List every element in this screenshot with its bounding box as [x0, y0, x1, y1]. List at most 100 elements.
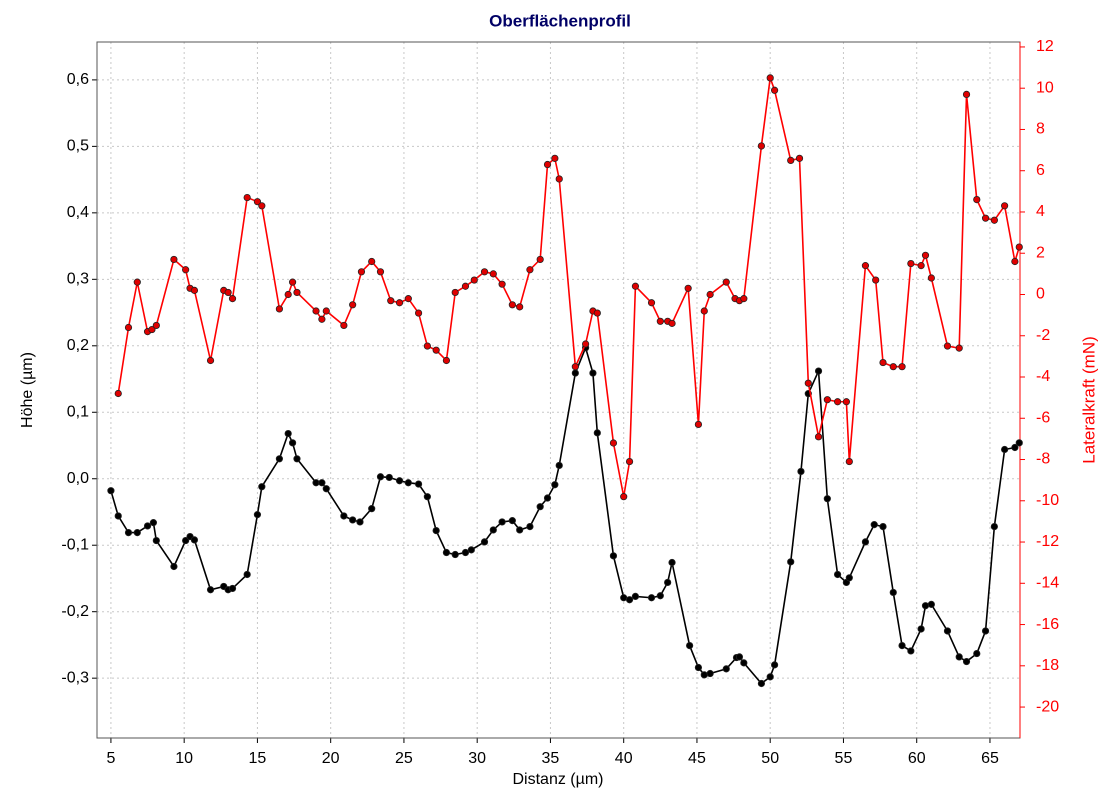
data-point	[917, 262, 925, 270]
data-point	[823, 495, 831, 503]
y-tick-label: 0,3	[67, 271, 89, 288]
data-point	[962, 90, 971, 98]
y2-tick-label: -4	[1036, 368, 1050, 385]
data-point	[804, 379, 812, 387]
data-point	[795, 154, 804, 162]
data-point	[114, 389, 122, 398]
data-point	[489, 526, 497, 534]
data-point	[275, 305, 284, 313]
data-point	[543, 160, 552, 169]
y-tick-label: -0,2	[61, 603, 89, 620]
data-point	[228, 584, 237, 593]
x-tick-label: 65	[981, 750, 999, 767]
x-tick-label: 50	[761, 750, 779, 767]
data-point	[312, 479, 320, 487]
y2-tick-label: 0	[1036, 286, 1045, 303]
data-point	[620, 594, 628, 602]
y-tick-label: 0,1	[67, 403, 89, 420]
data-point	[451, 550, 459, 559]
data-point	[845, 574, 853, 582]
data-point	[258, 483, 266, 491]
data-point	[927, 274, 935, 282]
y-tick-label: -0,1	[61, 536, 89, 553]
data-point	[124, 323, 133, 332]
data-point	[114, 512, 122, 520]
data-point	[927, 600, 935, 608]
data-point	[387, 297, 395, 305]
data-point	[480, 268, 489, 276]
data-point	[442, 356, 451, 365]
data-point	[318, 315, 326, 323]
data-point	[107, 487, 115, 495]
data-point	[467, 546, 475, 554]
y-tick-label: -0,3	[61, 669, 89, 686]
data-point	[955, 344, 963, 352]
x-tick-label: 55	[835, 750, 853, 767]
data-point	[340, 512, 348, 520]
data-point	[182, 266, 190, 274]
data-point	[593, 309, 601, 317]
data-point	[432, 526, 440, 535]
series-line	[117, 77, 1021, 497]
data-point	[620, 493, 628, 501]
data-point	[152, 536, 160, 545]
data-point	[833, 398, 842, 406]
data-point	[889, 363, 897, 371]
data-point	[879, 523, 887, 531]
data-point	[451, 288, 459, 297]
y2-tick-label: -14	[1036, 575, 1059, 592]
data-point	[293, 455, 301, 463]
data-point	[224, 288, 232, 297]
data-point	[170, 562, 178, 571]
data-point	[414, 309, 423, 317]
data-point	[536, 503, 544, 511]
data-point	[861, 538, 870, 546]
data-point	[973, 196, 981, 204]
data-point	[943, 627, 952, 635]
data-point	[551, 481, 559, 489]
data-point	[228, 295, 237, 303]
y2-tick-label: 10	[1036, 79, 1054, 96]
data-point	[356, 518, 364, 526]
data-point	[981, 214, 990, 222]
data-point	[631, 592, 640, 601]
y2-tick-label: 12	[1036, 38, 1054, 55]
y2-tick-label: -2	[1036, 327, 1050, 344]
data-point	[879, 358, 887, 367]
data-point	[480, 538, 489, 546]
x-tick-label: 20	[322, 750, 340, 767]
data-point	[647, 594, 656, 602]
data-point	[489, 270, 497, 278]
x-tick-label: 30	[468, 750, 486, 767]
y-axis-label: Höhe (µm)	[19, 352, 36, 428]
data-point	[368, 257, 376, 266]
data-point	[340, 321, 348, 330]
data-point	[133, 278, 141, 286]
data-point	[694, 663, 703, 672]
data-point	[170, 255, 178, 264]
data-point	[1001, 445, 1009, 454]
y2-tick-label: 2	[1036, 244, 1045, 261]
data-point	[432, 346, 440, 354]
y2-tick-label: 8	[1036, 121, 1045, 138]
data-point	[182, 536, 190, 545]
data-point	[376, 473, 385, 481]
data-point	[757, 679, 766, 688]
data-point	[609, 552, 618, 560]
data-point	[757, 142, 766, 150]
data-point	[823, 396, 831, 404]
data-point	[288, 439, 297, 447]
y2-tick-label: -6	[1036, 409, 1050, 426]
data-point	[981, 627, 990, 635]
data-point	[543, 494, 552, 502]
y2-tick-label: -20	[1036, 698, 1059, 715]
data-point	[395, 299, 404, 307]
data-point	[404, 295, 412, 303]
data-point	[990, 523, 998, 531]
data-point	[498, 280, 506, 288]
data-point	[833, 570, 842, 579]
data-point	[322, 307, 330, 315]
data-point	[631, 282, 640, 290]
data-point	[470, 276, 478, 284]
data-point	[694, 420, 703, 429]
